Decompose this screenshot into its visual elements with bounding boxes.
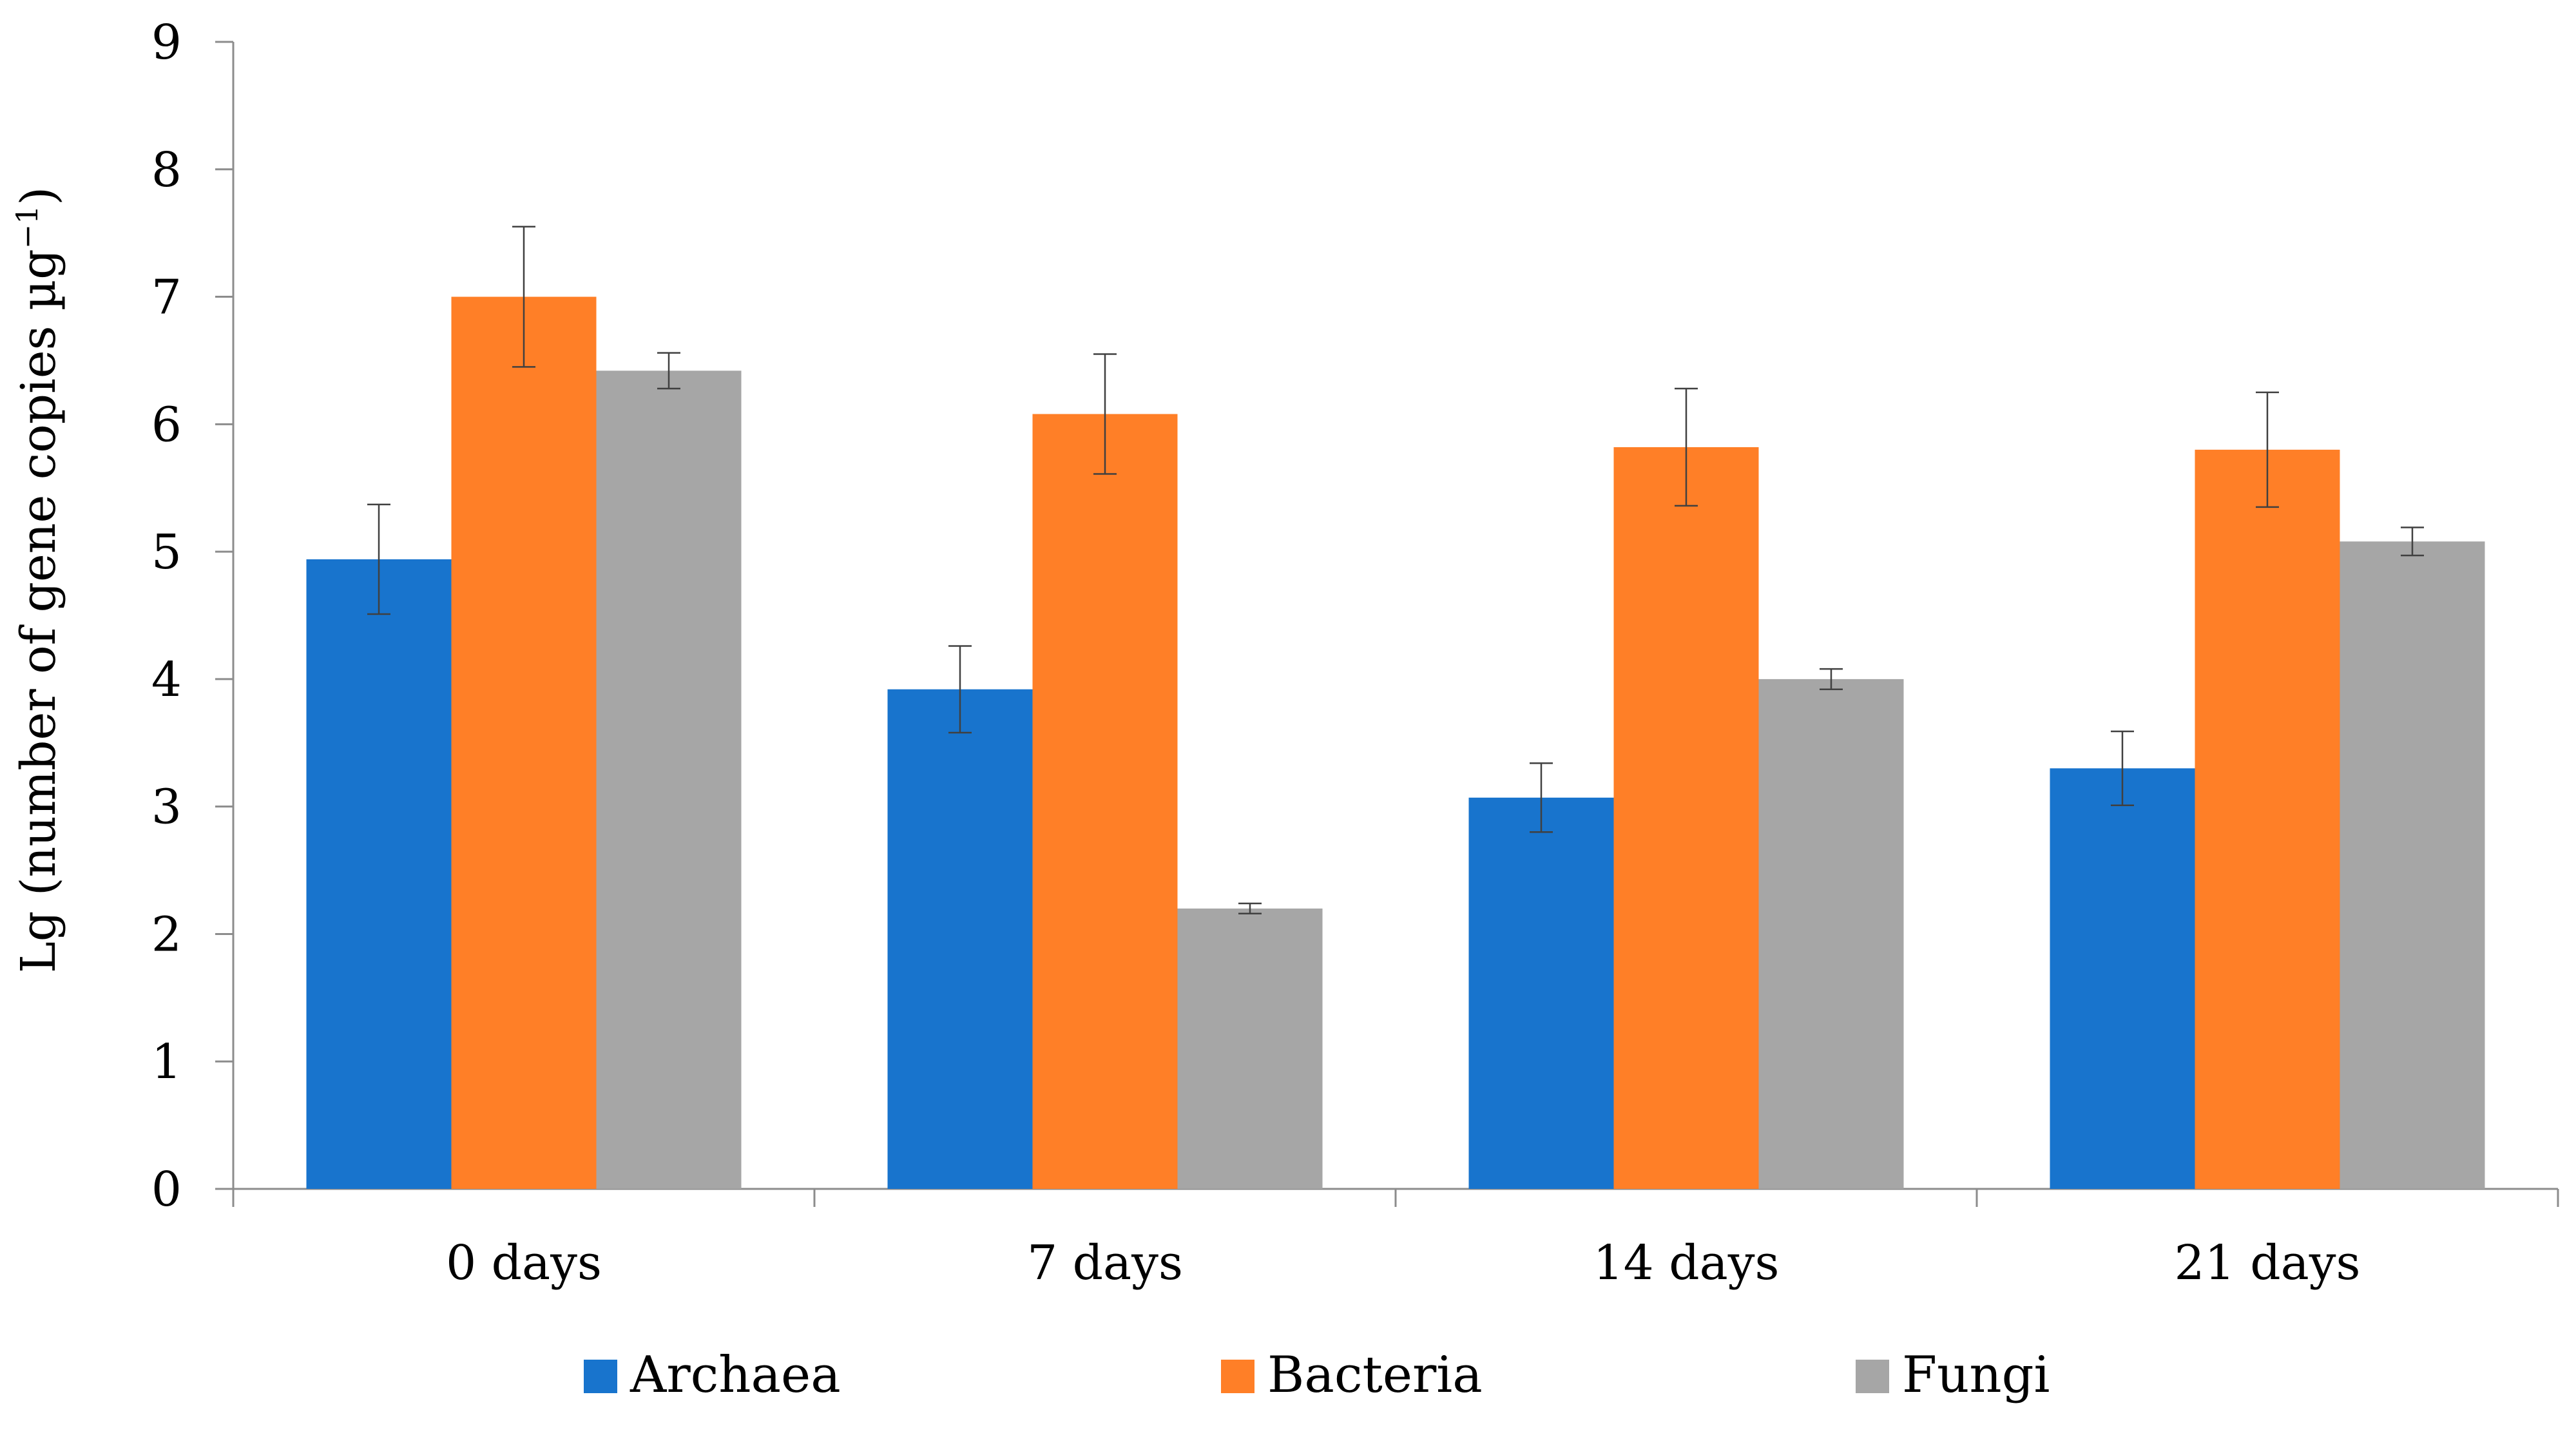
error-bar-archaea — [2111, 730, 2134, 806]
bar-bacteria — [1032, 414, 1178, 1189]
y-tick-label: 0 — [151, 1162, 182, 1217]
y-tick-label: 8 — [151, 142, 182, 198]
legend-swatch — [1221, 1360, 1254, 1393]
y-tick-label: 5 — [151, 525, 182, 580]
error-bar-bacteria — [2256, 391, 2279, 508]
legend-label: Fungi — [1902, 1346, 2050, 1404]
bar-fungi — [2340, 541, 2485, 1189]
error-bar-bacteria — [1093, 353, 1117, 475]
y-axis-title-superscript: −1 — [10, 206, 44, 249]
error-bar-archaea — [948, 645, 972, 734]
y-tick-label: 1 — [151, 1034, 182, 1090]
legend-item-bacteria: Bacteria — [1221, 1346, 1483, 1404]
bar-archaea — [1468, 797, 1614, 1189]
legend-label: Bacteria — [1267, 1346, 1483, 1404]
x-category-label: 7 days — [1027, 1235, 1183, 1291]
bars — [306, 296, 2485, 1190]
bar-bacteria — [2195, 449, 2340, 1189]
bar-fungi — [596, 371, 742, 1190]
legend-swatch — [1856, 1360, 1889, 1393]
error-bar-fungi — [1820, 668, 1843, 690]
error-bars — [367, 226, 2424, 915]
bar-archaea — [2050, 768, 2195, 1189]
error-bar-archaea — [1530, 762, 1553, 833]
error-bar-bacteria — [1675, 387, 1698, 507]
legend-label: Archaea — [630, 1346, 841, 1404]
y-tick-label: 4 — [151, 652, 182, 708]
y-tick-label: 3 — [151, 780, 182, 835]
legend-swatch — [584, 1360, 617, 1393]
legend-item-archaea: Archaea — [584, 1346, 841, 1404]
y-axis-title-main: Lg (number of gene copies µg — [11, 249, 66, 973]
y-tick-label: 2 — [151, 907, 182, 962]
x-category-label: 21 days — [2175, 1235, 2361, 1291]
bar-fungi — [1758, 679, 1904, 1189]
bar-bacteria — [451, 296, 597, 1189]
y-tick-labels: 0 1 2 3 4 5 6 7 8 9 — [151, 15, 182, 1217]
error-bar-archaea — [367, 503, 390, 615]
error-bar-bacteria — [512, 226, 535, 368]
error-bar-fungi — [2401, 526, 2424, 557]
bar-fungi — [1177, 908, 1323, 1189]
x-category-labels: 0 days 7 days 14 days 21 days — [446, 1235, 2360, 1291]
y-axis-title-close: ) — [11, 187, 66, 206]
x-category-label: 0 days — [446, 1235, 602, 1291]
y-tick-label: 9 — [151, 15, 182, 70]
bar-bacteria — [1613, 447, 1759, 1189]
y-axis-title: Lg (number of gene copies µg−1) — [10, 187, 66, 974]
bar-archaea — [887, 689, 1033, 1189]
legend: Archaea Bacteria Fungi — [584, 1346, 2050, 1404]
x-category-label: 14 days — [1593, 1235, 1780, 1291]
error-bar-fungi — [1238, 902, 1262, 915]
error-bar-fungi — [657, 352, 680, 390]
bar-archaea — [306, 559, 452, 1189]
y-tick-label: 7 — [151, 270, 182, 325]
y-tick-label: 6 — [151, 397, 182, 452]
legend-item-fungi: Fungi — [1856, 1346, 2050, 1404]
